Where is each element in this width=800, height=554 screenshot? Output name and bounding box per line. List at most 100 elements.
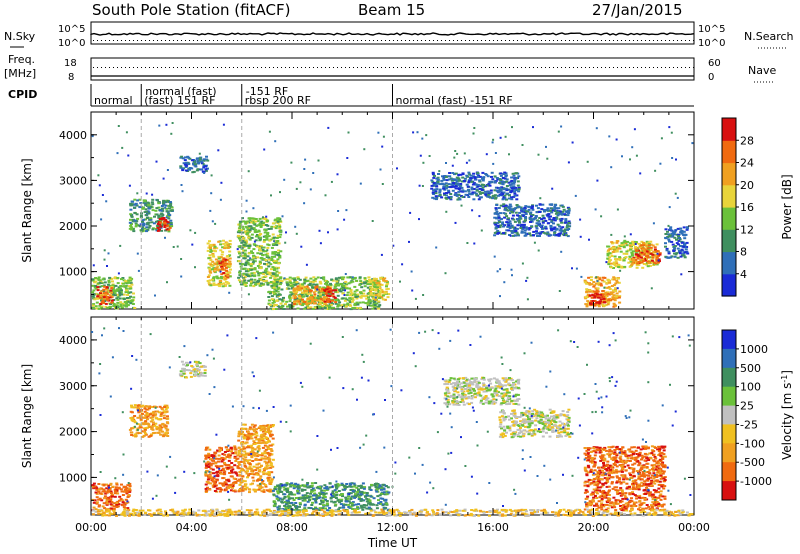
heatmap-cell bbox=[537, 249, 540, 252]
heatmap-cell bbox=[676, 233, 680, 236]
heatmap-cell bbox=[216, 277, 220, 280]
heatmap-cell bbox=[255, 224, 259, 227]
heatmap-cell bbox=[228, 466, 232, 469]
heatmap-cell bbox=[323, 289, 327, 292]
heatmap-cell bbox=[275, 279, 279, 282]
heatmap-cell bbox=[473, 176, 477, 179]
heatmap-cell bbox=[589, 276, 593, 279]
heatmap-cell bbox=[349, 308, 353, 311]
heatmap-cell bbox=[431, 191, 435, 194]
nsearch-label: N.Search bbox=[744, 30, 794, 43]
heatmap-cell bbox=[184, 369, 188, 371]
heatmap-cell bbox=[300, 287, 304, 290]
heatmap-cell bbox=[626, 240, 630, 243]
nsearch-dot bbox=[481, 40, 482, 41]
heatmap-cell bbox=[451, 189, 455, 192]
heatmap-cell bbox=[197, 368, 201, 371]
heatmap-cell bbox=[212, 483, 216, 486]
heatmap-cell bbox=[308, 282, 312, 285]
heatmap-cell bbox=[640, 261, 644, 264]
heatmap-cell bbox=[211, 484, 215, 487]
heatmap-cell bbox=[103, 258, 106, 261]
heatmap-cell bbox=[610, 285, 614, 287]
heatmap-cell bbox=[243, 252, 247, 255]
heatmap-cell bbox=[228, 262, 232, 265]
heatmap-cell bbox=[92, 482, 96, 485]
heatmap-cell bbox=[305, 263, 308, 266]
heatmap-cell bbox=[182, 372, 186, 375]
heatmap-cell bbox=[154, 209, 158, 212]
heatmap-cell bbox=[222, 123, 225, 126]
heatmap-cell bbox=[238, 271, 241, 274]
heatmap-cell bbox=[180, 155, 184, 158]
heatmap-cell bbox=[619, 269, 622, 272]
heatmap-cell bbox=[158, 428, 162, 431]
heatmap-cell bbox=[306, 304, 309, 307]
heatmap-cell bbox=[131, 220, 135, 223]
heatmap-cell bbox=[264, 275, 268, 278]
heatmap-cell bbox=[251, 274, 255, 277]
heatmap-cell bbox=[100, 297, 104, 300]
heatmap-cell bbox=[133, 307, 137, 309]
heatmap-cell bbox=[607, 286, 611, 289]
heatmap-cell bbox=[535, 204, 538, 207]
nave-dot bbox=[433, 67, 434, 68]
heatmap-cell bbox=[316, 276, 320, 279]
heatmap-cell bbox=[502, 188, 506, 191]
heatmap-cell bbox=[356, 293, 360, 296]
heatmap-cell bbox=[208, 267, 212, 270]
heatmap-cell bbox=[212, 255, 216, 258]
heatmap-cell bbox=[108, 296, 112, 299]
heatmap-cell bbox=[306, 287, 310, 290]
heatmap-cell bbox=[493, 216, 497, 219]
heatmap-cell bbox=[498, 178, 502, 181]
heatmap-cell bbox=[467, 179, 471, 182]
heatmap-cell bbox=[95, 488, 99, 491]
heatmap-cell bbox=[633, 260, 637, 263]
heatmap-cell bbox=[346, 302, 350, 305]
heatmap-cell bbox=[262, 283, 266, 286]
heatmap-cell bbox=[673, 231, 676, 234]
heatmap-cell bbox=[613, 255, 617, 258]
heatmap-cell bbox=[105, 483, 108, 486]
heatmap-cell bbox=[622, 259, 626, 262]
heatmap-cell bbox=[618, 247, 622, 250]
heatmap-cell bbox=[524, 216, 527, 218]
heatmap-cell bbox=[188, 168, 191, 171]
heatmap-cell bbox=[508, 203, 512, 206]
heatmap-cell bbox=[484, 193, 488, 196]
heatmap-cell bbox=[536, 235, 539, 237]
heatmap-cell bbox=[322, 278, 326, 281]
heatmap-cell bbox=[92, 307, 96, 310]
heatmap-cell bbox=[206, 280, 210, 282]
nsearch-dot bbox=[421, 40, 422, 41]
nave-dot bbox=[345, 67, 346, 68]
nave-dot bbox=[201, 67, 202, 68]
heatmap-cell bbox=[602, 292, 606, 295]
heatmap-cell bbox=[494, 223, 498, 226]
nave-dot bbox=[157, 67, 158, 68]
heatmap-cell bbox=[266, 283, 270, 286]
heatmap-cell bbox=[670, 240, 674, 243]
nave-dot bbox=[621, 67, 622, 68]
heatmap-cell bbox=[632, 250, 635, 253]
heatmap-cell bbox=[465, 161, 468, 164]
heatmap-cell bbox=[155, 428, 159, 431]
heatmap-cell bbox=[120, 293, 124, 296]
heatmap-cell bbox=[212, 477, 216, 480]
nave-dot bbox=[401, 67, 402, 68]
heatmap-cell bbox=[105, 491, 109, 494]
heatmap-cell bbox=[248, 273, 252, 276]
heatmap-cell bbox=[159, 433, 163, 436]
heatmap-cell bbox=[618, 256, 622, 259]
heatmap-cell bbox=[353, 303, 357, 306]
heatmap-cell bbox=[344, 280, 348, 283]
heatmap-cell bbox=[445, 210, 448, 213]
heatmap-cell bbox=[368, 304, 372, 307]
heatmap-cell bbox=[274, 140, 277, 143]
heatmap-cell bbox=[593, 300, 597, 302]
heatmap-cell bbox=[282, 296, 285, 299]
heatmap-cell bbox=[529, 215, 533, 218]
heatmap-cell bbox=[600, 215, 603, 218]
heatmap-cell bbox=[122, 279, 126, 282]
